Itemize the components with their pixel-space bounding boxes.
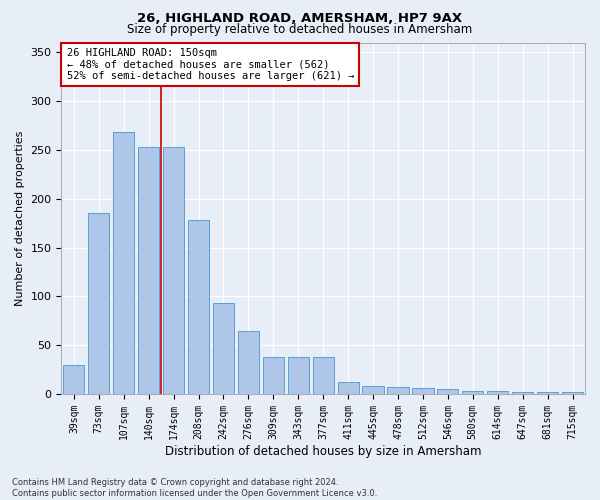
Bar [138,147,159,394]
Bar [338,382,359,394]
Bar [88,214,109,394]
Bar [537,392,558,394]
Bar [188,220,209,394]
Bar [412,388,434,394]
Bar [287,357,309,394]
Text: 26, HIGHLAND ROAD, AMERSHAM, HP7 9AX: 26, HIGHLAND ROAD, AMERSHAM, HP7 9AX [137,12,463,26]
Bar [487,391,508,394]
Y-axis label: Number of detached properties: Number of detached properties [15,130,25,306]
Text: Contains HM Land Registry data © Crown copyright and database right 2024.
Contai: Contains HM Land Registry data © Crown c… [12,478,377,498]
Bar [113,132,134,394]
Bar [437,389,458,394]
Bar [163,147,184,394]
Bar [63,364,85,394]
Text: 26 HIGHLAND ROAD: 150sqm
← 48% of detached houses are smaller (562)
52% of semi-: 26 HIGHLAND ROAD: 150sqm ← 48% of detach… [67,48,354,81]
X-axis label: Distribution of detached houses by size in Amersham: Distribution of detached houses by size … [165,444,481,458]
Bar [562,392,583,394]
Bar [388,387,409,394]
Bar [213,303,234,394]
Text: Size of property relative to detached houses in Amersham: Size of property relative to detached ho… [127,22,473,36]
Bar [263,357,284,394]
Bar [313,357,334,394]
Bar [238,330,259,394]
Bar [512,392,533,394]
Bar [462,391,484,394]
Bar [362,386,383,394]
